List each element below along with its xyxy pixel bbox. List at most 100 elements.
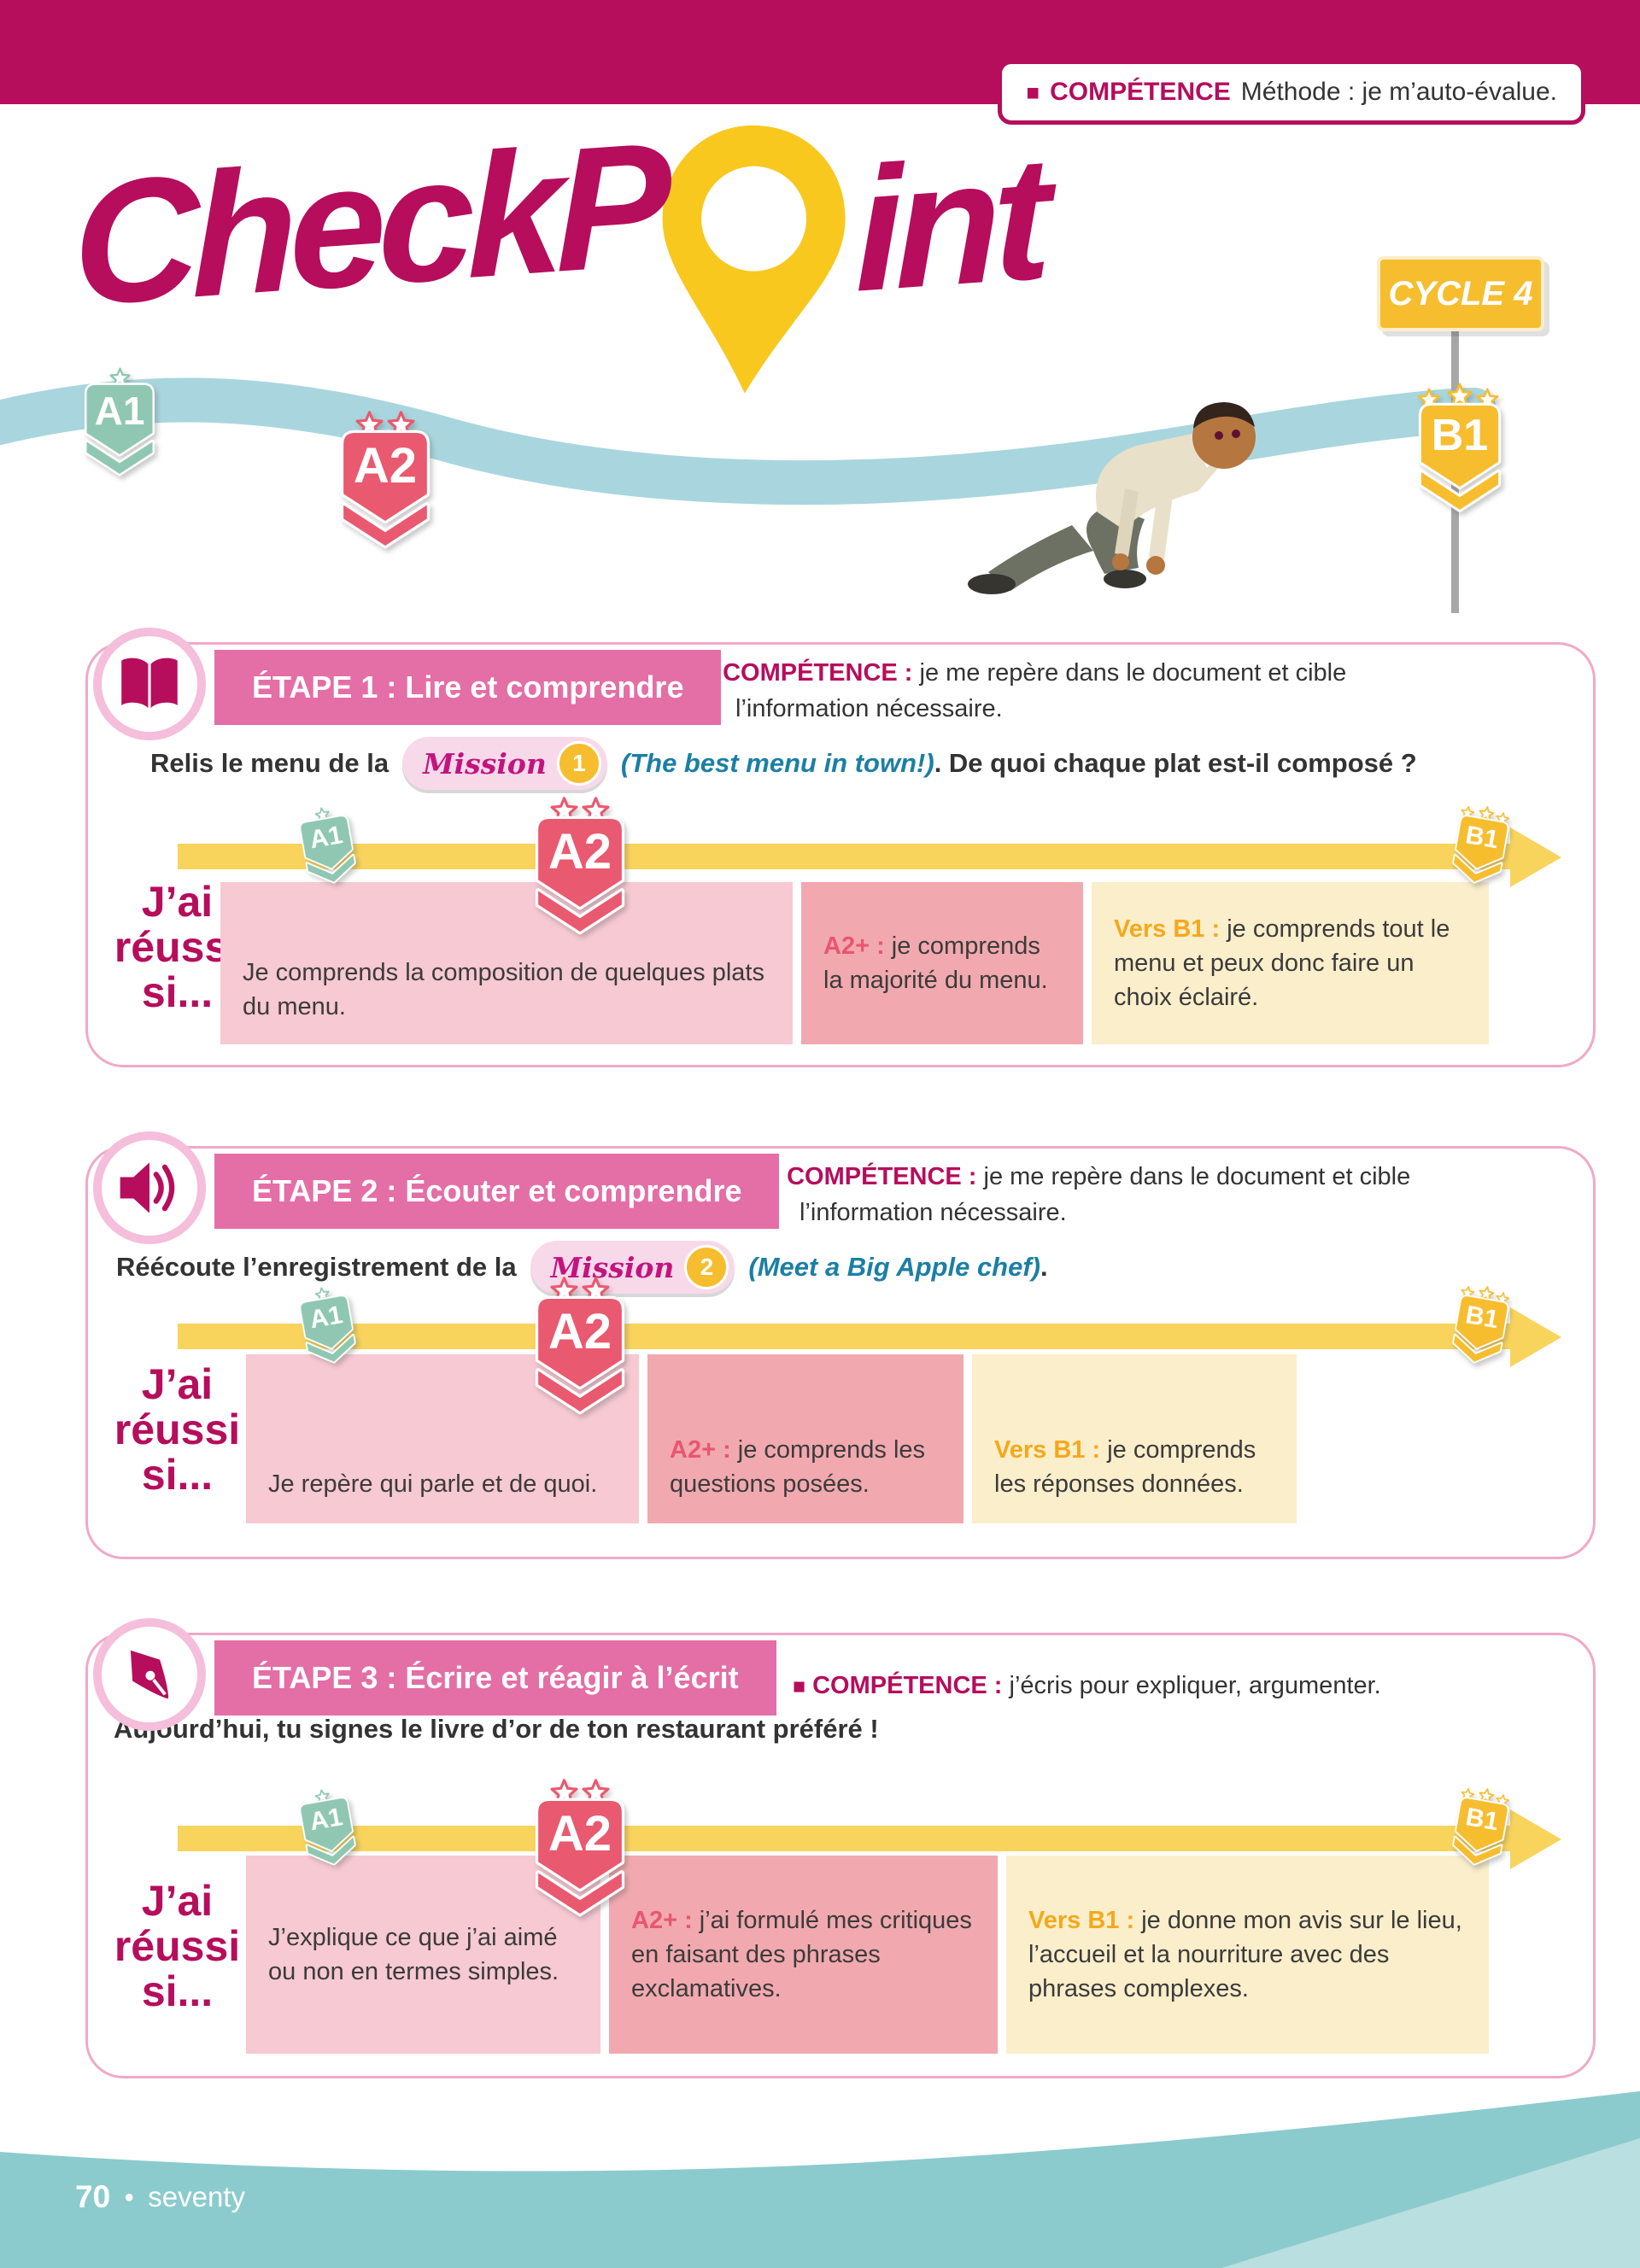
section-etape-3: ÉTAPE 3 : Écrire et réagir à l’écrit ■ CO… [85, 1618, 1596, 2078]
criteria-box-b1: Vers B1 : je comprends tout le menu et p… [1092, 882, 1489, 1044]
success-label: J’ai réussi si... [114, 878, 241, 1016]
level-badge-b1-hero: B1 [1408, 383, 1512, 539]
competence-text: j’écris pour expliquer, argumenter. [1009, 1672, 1381, 1699]
section-title-banner: ÉTAPE 3 : Écrire et réagir à l’écrit [214, 1640, 776, 1716]
instruction-highlight: (Meet a Big Apple chef) [748, 1252, 1040, 1282]
cycle-sign: CYCLE 4 [1377, 256, 1544, 331]
footer-dot: ● [124, 2187, 135, 2207]
section-icon-circle [93, 1131, 206, 1244]
mission-badge: Mission 1 [402, 737, 607, 790]
criteria-text: je comprends tout le menu et peux donc f… [1114, 915, 1450, 1011]
instruction-line: Aujourd’hui, tu signes le livre d’or de … [114, 1714, 879, 1745]
criteria-text: Je comprends la composition de quelques … [243, 958, 764, 1020]
instruction-prefix: Aujourd’hui, tu signes le livre d’or de … [114, 1714, 879, 1744]
competence-note: ■COMPÉTENCE : je me repère dans le docum… [767, 1159, 1449, 1230]
progress-arrow [1510, 827, 1561, 887]
criteria-box-b1: Vers B1 : je comprends les réponses donn… [972, 1354, 1297, 1523]
criteria-text: j’ai formulé mes critiques en faisant de… [631, 1906, 972, 2002]
level-label-a1: A1 [94, 389, 145, 434]
runner-illustration [968, 402, 1256, 594]
mission-number: 1 [556, 741, 601, 786]
section-etape-1: ÉTAPE 1 : Lire et comprendre ■COMPÉTENCE… [85, 628, 1596, 1067]
square-bullet: ■ [793, 1675, 806, 1698]
criteria-box-a2: Je comprends la composition de quelques … [220, 882, 793, 1044]
criteria-box-a2plus: A2+ : j’ai formulé mes critiques en fais… [609, 1856, 998, 2054]
criteria-text: je comprends les réponses données. [994, 1435, 1256, 1498]
criteria-box-a2plus: A2+ : je comprends les questions posées. [647, 1354, 964, 1523]
competence-text: je me repère dans le document et cible l… [735, 659, 1347, 723]
level-badge-a2-hero: A2 [329, 408, 442, 577]
level-badge-a2: A2 [524, 1274, 636, 1443]
section-title-banner: ÉTAPE 2 : Écouter et comprendre [214, 1154, 780, 1229]
criteria-text: je donne mon avis sur le lieu, l’accueil… [1028, 1906, 1462, 2002]
level-label-b1: B1 [1463, 1300, 1501, 1335]
instruction-prefix: Réécoute l’enregistrement de la [116, 1252, 517, 1282]
success-label: J’ai réussi si... [114, 1360, 241, 1499]
progress-arrow [1510, 1307, 1561, 1367]
instruction-suffix: . [1040, 1252, 1048, 1282]
section-icon-circle [93, 628, 206, 740]
progress-bar [178, 1324, 1510, 1349]
page-footer: 70 ● seventy [75, 2179, 245, 2215]
pen-icon [130, 1650, 169, 1699]
competence-label: COMPÉTENCE : [723, 659, 913, 687]
criteria-text: je comprends la majorité du menu. [823, 932, 1048, 994]
level-label-b1: B1 [1463, 1802, 1501, 1837]
progress-arrow [1510, 1809, 1561, 1869]
criteria-box-b1: Vers B1 : je donne mon avis sur le lieu,… [1006, 1856, 1489, 2054]
instruction-highlight: (The best menu in town!) [620, 748, 934, 778]
progress-bar [178, 1826, 1510, 1851]
criteria-text: J’explique ce que j’ai aimé ou non en te… [268, 1923, 559, 1985]
level-label-b1: B1 [1431, 411, 1489, 461]
competence-tag-label: COMPÉTENCE [1050, 78, 1231, 106]
level-badge-b1: B1 [1440, 1782, 1519, 1886]
level-label-a2: A2 [548, 1303, 612, 1359]
footer-wave [0, 2091, 1640, 2268]
competence-note: ■ COMPÉTENCE : j’écris pour expliquer, ar… [793, 1668, 1611, 1704]
competence-text: je me repère dans le document et cible l… [800, 1163, 1411, 1227]
competence-label: COMPÉTENCE : [787, 1163, 977, 1190]
level-label-a2: A2 [548, 1805, 612, 1862]
instruction-prefix: Relis le menu de la [150, 748, 390, 778]
level-label-a2: A2 [548, 823, 612, 880]
success-label: J’ai réussi si... [114, 1877, 241, 2015]
level-label-a2: A2 [353, 437, 418, 494]
criteria-text: Je repère qui parle et de quoi. [268, 1470, 598, 1498]
competence-tag-text: Méthode : je m’auto-évalue. [1240, 78, 1557, 106]
page-number-word: seventy [148, 2181, 245, 2212]
level-badge-b1: B1 [1440, 1280, 1519, 1384]
mission-label: Mission [550, 1250, 675, 1284]
book-icon [121, 658, 178, 709]
section-title-banner: ÉTAPE 1 : Lire et comprendre [214, 650, 722, 725]
page-number: 70 [75, 2179, 111, 2214]
logo-text-left: CheckP [71, 105, 665, 343]
level-label-b1: B1 [1463, 820, 1501, 855]
competence-note: ■COMPÉTENCE : je me repère dans le docum… [703, 655, 1444, 727]
footer-wave-light [1221, 2138, 1640, 2268]
criteria-text: je comprends les questions posées. [670, 1435, 926, 1498]
level-badge-b1: B1 [1440, 800, 1519, 904]
level-badge-a1-hero: A1 [75, 365, 164, 499]
mission-number: 2 [684, 1245, 729, 1289]
level-path-wave [0, 377, 1496, 506]
level-badge-a2: A2 [524, 794, 636, 963]
mission-label: Mission [423, 746, 547, 780]
criteria-box-a2plus: A2+ : je comprends la majorité du menu. [801, 882, 1083, 1044]
section-icon-circle [93, 1618, 206, 1731]
map-pin-icon [662, 126, 846, 394]
instruction-suffix: . De quoi chaque plat est-il composé ? [934, 748, 1417, 778]
square-bullet: ■ [1026, 79, 1040, 105]
speaker-icon [120, 1162, 175, 1213]
competence-tag: ■ COMPÉTENCE Méthode : je m’auto-évalue. [998, 60, 1585, 125]
progress-bar [178, 844, 1510, 869]
level-label-a1: A1 [308, 1802, 345, 1837]
level-label-a1: A1 [308, 1300, 345, 1335]
logo-text-right: int [852, 120, 1045, 329]
instruction-line: Relis le menu de la Mission 1 (The best … [150, 737, 1417, 790]
level-badge-a2: A2 [524, 1776, 636, 1945]
level-label-a1: A1 [308, 820, 345, 855]
section-etape-2: ÉTAPE 2 : Écouter et comprendre ■COMPÉTE… [85, 1131, 1596, 1559]
competence-label: COMPÉTENCE : [812, 1672, 1003, 1699]
